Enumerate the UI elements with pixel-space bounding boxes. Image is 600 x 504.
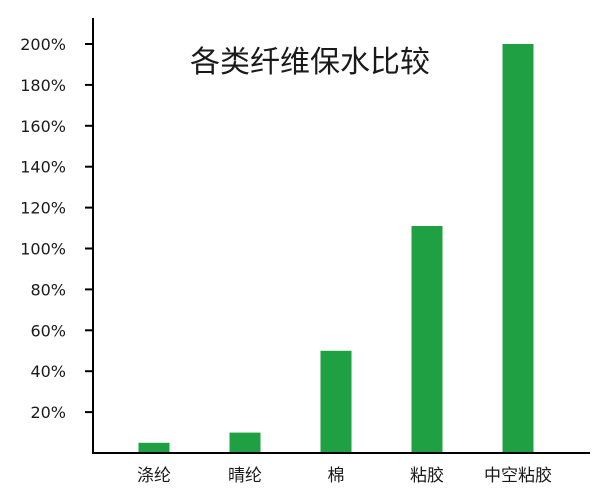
bars-layer: [138, 44, 534, 454]
axes-layer: [92, 18, 590, 454]
x-categories-layer: 涤纶 晴纶 棉 粘胶 中空粘胶: [137, 466, 552, 486]
bar-5: [502, 44, 534, 453]
bar-2: [229, 432, 261, 453]
chart-title: 各类纤维保水比较: [190, 45, 430, 80]
y-tick-label: 120%: [20, 199, 66, 218]
y-tick-label: 80%: [30, 280, 66, 299]
x-category-label: 涤纶: [137, 466, 171, 486]
y-tick-label: 100%: [20, 240, 66, 259]
x-category-label: 粘胶: [410, 466, 444, 486]
bar-3: [320, 350, 352, 454]
y-tick-label: 140%: [20, 158, 66, 177]
y-tick-label: 40%: [30, 362, 66, 381]
x-category-label: 棉: [328, 466, 345, 486]
x-category-label: 中空粘胶: [484, 466, 552, 486]
bar-4: [411, 226, 443, 453]
x-category-label: 晴纶: [228, 466, 262, 486]
bar-1: [138, 442, 170, 453]
y-tick-label: 60%: [30, 321, 66, 340]
y-tick-label: 180%: [20, 76, 66, 95]
y-tick-label: 160%: [20, 117, 66, 136]
y-ticks-layer: 20% 40% 60% 80% 100% 120% 140% 160% 180% 200%: [20, 35, 93, 422]
y-tick-label: 200%: [20, 35, 66, 54]
y-tick-label: 20%: [30, 403, 66, 422]
